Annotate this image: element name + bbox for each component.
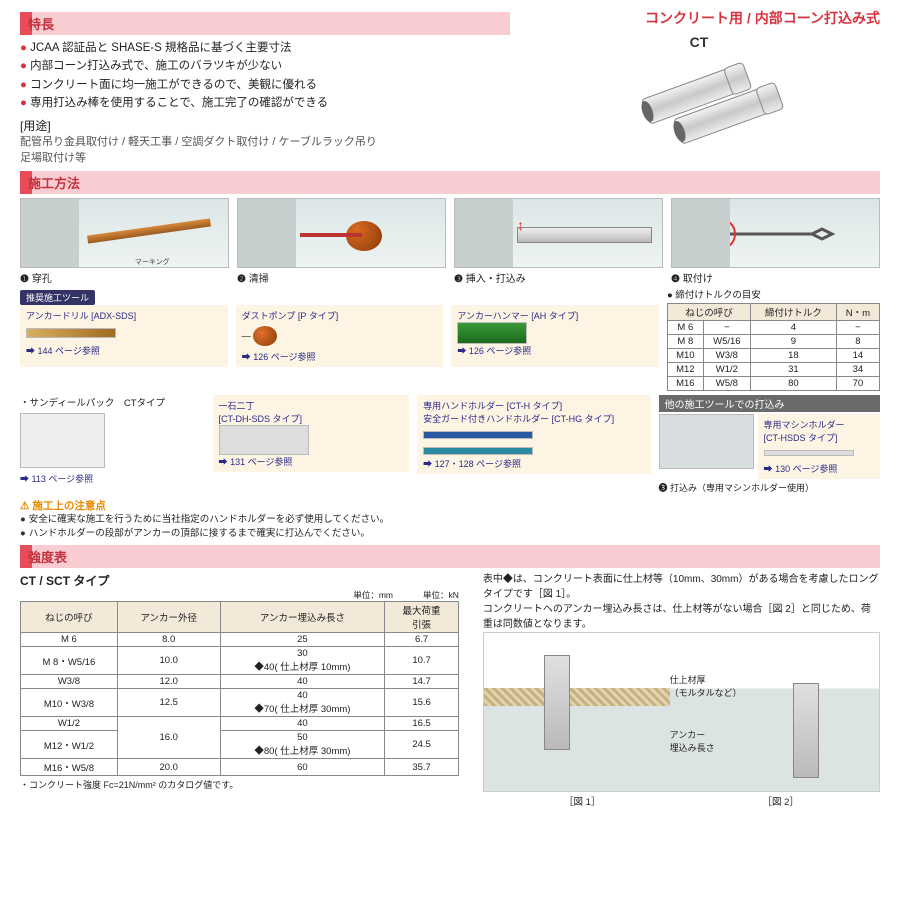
- caution-heading: 施工上の注意点: [20, 498, 880, 513]
- right-note-2: コンクリートへのアンカー埋込み長さは、仕上材等がない場合［図 2］と同じため、荷…: [483, 602, 880, 632]
- fig2-label: ［図 2］: [763, 794, 799, 808]
- page-ref-link[interactable]: 131 ページ参照: [219, 457, 293, 467]
- features-list: JCAA 認証品と SHASE-S 規格品に基づく主要寸法内部コーン打込み式で、…: [20, 39, 510, 113]
- product-category-title: コンクリート用 / 内部コーン打込み式: [518, 8, 880, 28]
- strength-heading: 強度表: [20, 545, 880, 568]
- strength-note: ・コンクリート強度 Fc=21N/mm² のカタログ値です。: [20, 778, 459, 791]
- product-code: CT: [518, 34, 880, 50]
- step-3: ↕ ❸ 挿入・打込み: [454, 198, 663, 285]
- uses-label: [用途]: [20, 117, 510, 134]
- uses-text: 配管吊り金具取付け / 軽天工事 / 空調ダクト取付け / ケーブルラック吊り …: [20, 134, 510, 167]
- product-image: [614, 50, 784, 145]
- figure-diagram: 仕上材厚 （モルタルなど） アンカー 埋込み長さ: [483, 632, 880, 792]
- strength-table: ねじの呼びアンカー外径アンカー埋込み長さ最大荷重 引張 M 68.0256.7 …: [20, 601, 459, 776]
- right-note-1: 表中◆は、コンクリート表面に仕上材等（10mm、30mm）がある場合を考慮したロ…: [483, 572, 880, 602]
- caution-list: 安全に確実な施工を行うために当社指定のハンドホルダーを必ず使用してください。ハン…: [20, 513, 880, 542]
- page-ref-link[interactable]: 144 ページ参照: [26, 346, 100, 356]
- step-1: マーキング ❶ 穿孔: [20, 198, 229, 285]
- step-4: ❹ 取付け: [671, 198, 880, 285]
- page-ref-link[interactable]: 126 ページ参照: [457, 346, 531, 356]
- page-ref-link[interactable]: 113 ページ参照: [20, 474, 93, 484]
- recommended-tool-tag: 推奨施工ツール: [20, 290, 95, 305]
- step-2: ❷ 清掃: [237, 198, 446, 285]
- fig1-label: ［図 1］: [564, 794, 600, 808]
- features-heading: 特長: [20, 12, 510, 35]
- machine-tool-bar: 他の施工ツールでの打込み: [659, 395, 880, 412]
- strength-subtitle: CT / SCT タイプ: [20, 572, 459, 589]
- torque-table: ねじの呼び締付けトルクN・m M 6−4− M 8W5/1698 M10W3/8…: [667, 303, 880, 391]
- page-ref-link[interactable]: 130 ページ参照: [764, 464, 838, 474]
- dealpack-label: ・サンディールパック CTタイプ: [20, 395, 205, 409]
- machine-caption: ❸ 打込み（専用マシンホルダー使用）: [659, 481, 880, 494]
- page-ref-link[interactable]: 126 ページ参照: [242, 352, 316, 362]
- torque-caption: ● 締付けトルクの目安: [667, 287, 880, 301]
- method-heading: 施工方法: [20, 171, 880, 194]
- page-ref-link[interactable]: 127・128 ページ参照: [423, 459, 521, 469]
